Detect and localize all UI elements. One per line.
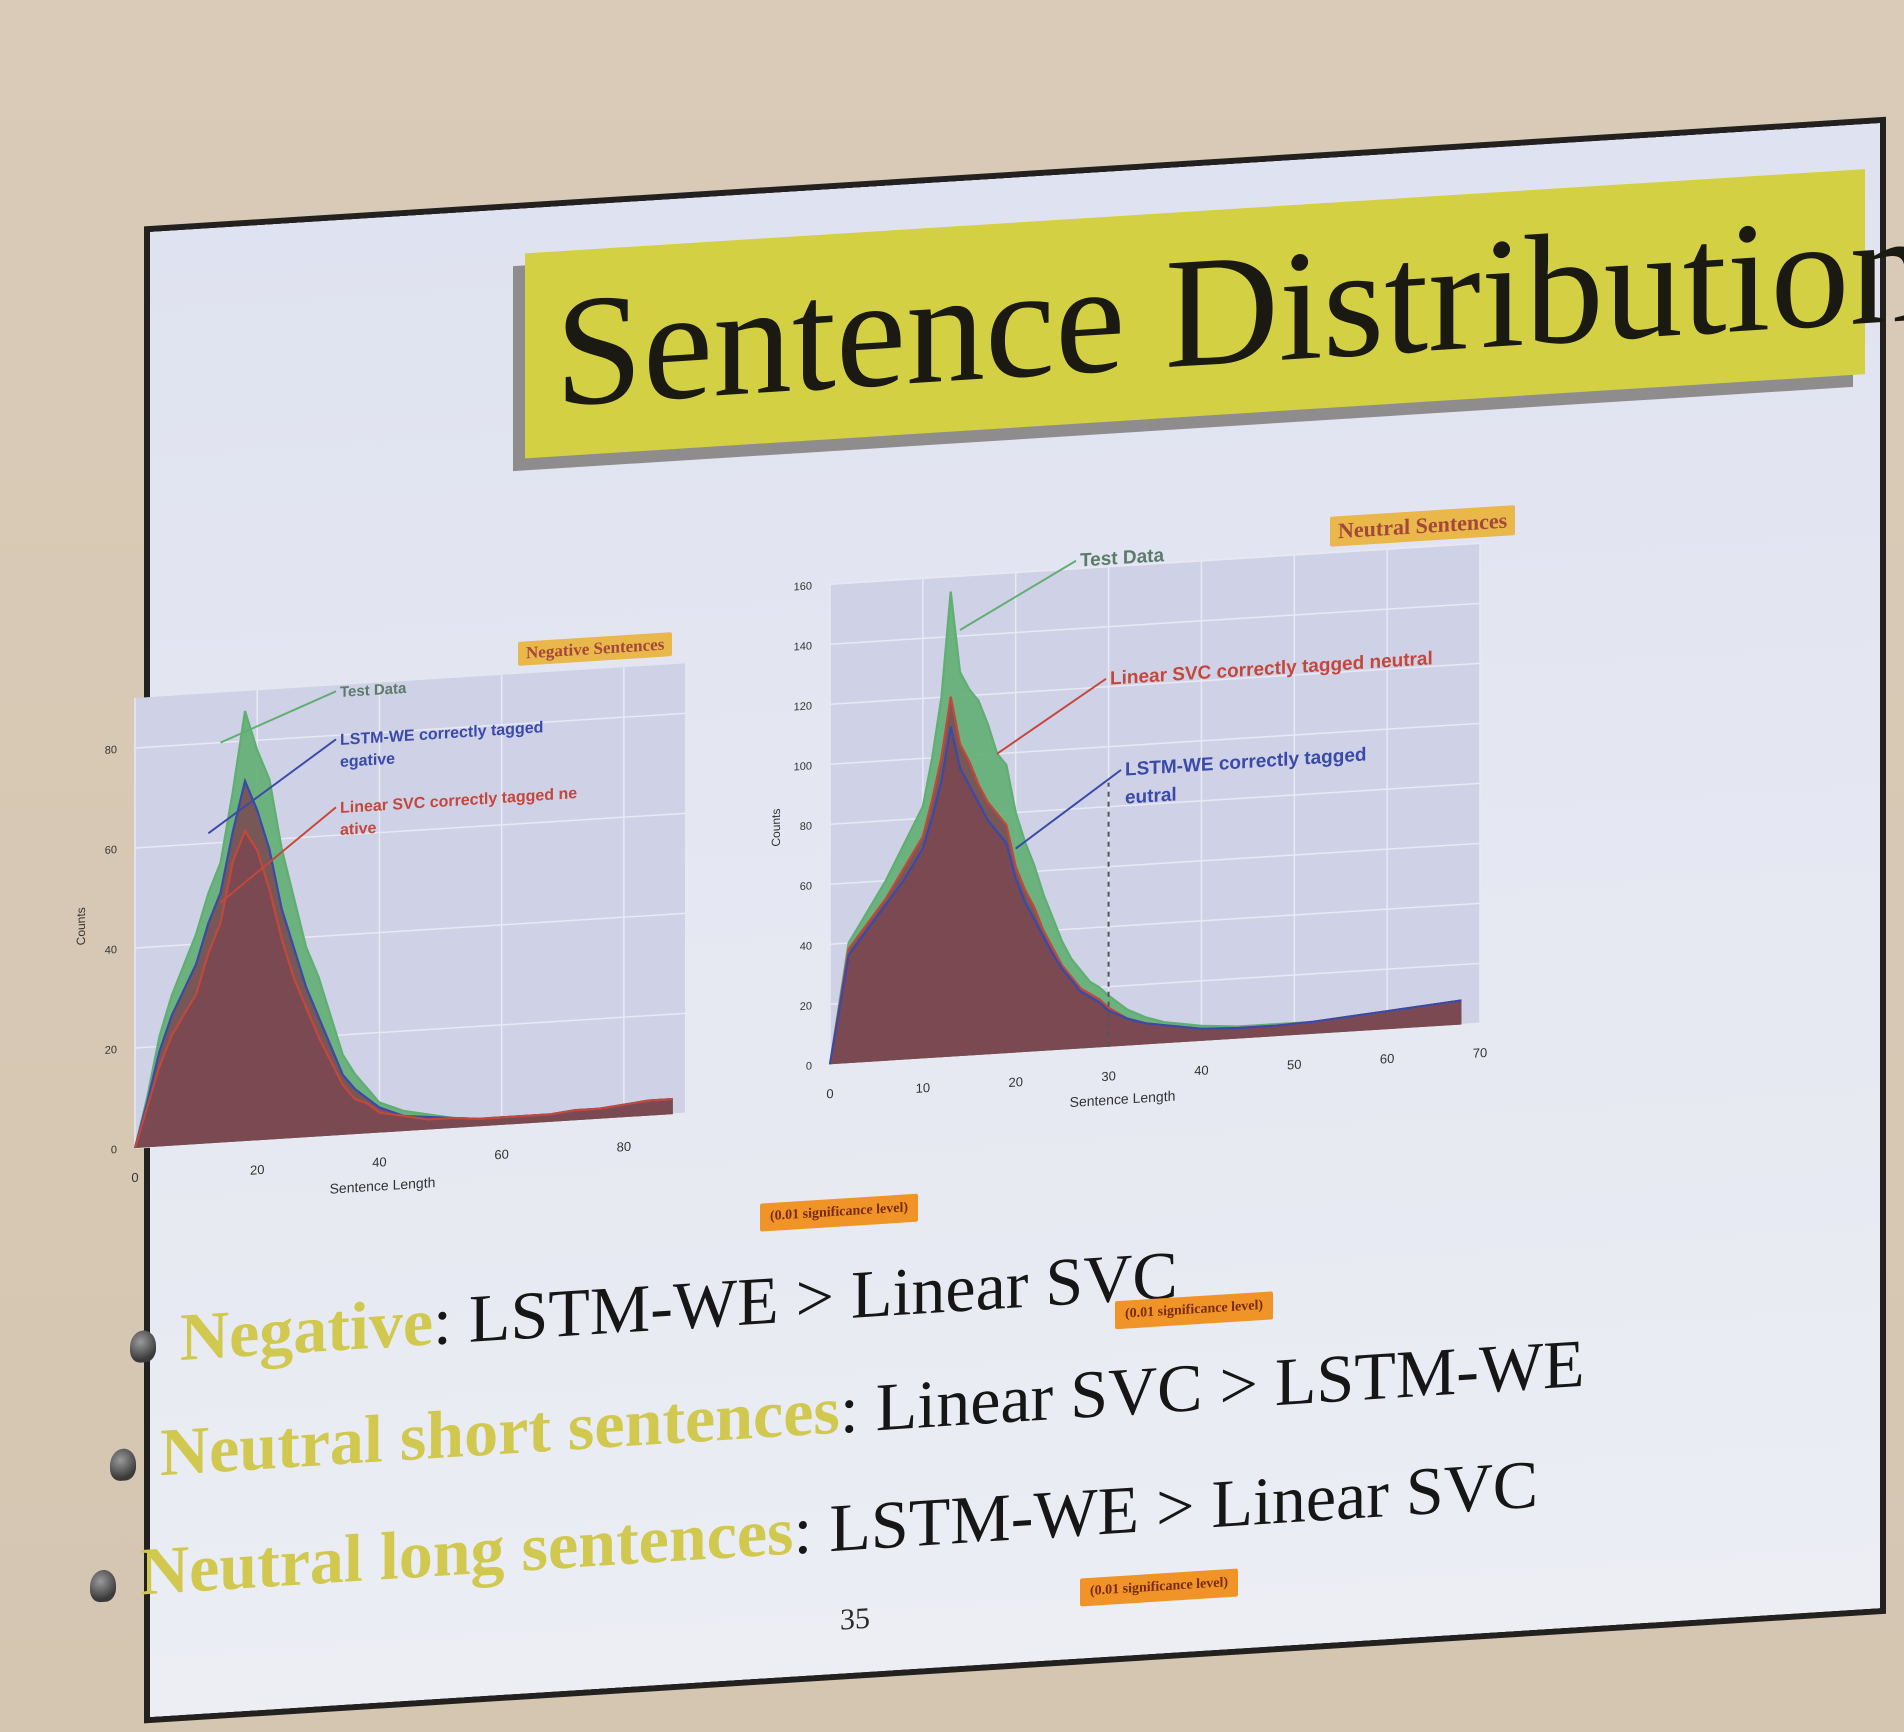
area-lstm-we-correctly-tagged-neutral	[830, 726, 1462, 1065]
x-tick-label: 40	[1194, 1062, 1208, 1078]
x-tick-label: 30	[1101, 1068, 1115, 1084]
grid-line	[830, 602, 1480, 645]
y-tick-label: 40	[105, 944, 117, 957]
projected-slide: Sentence Distribution 0 20 40 60 80 0 20 40 60 80…	[74, 123, 1904, 1718]
line-test-data	[828, 591, 1462, 1065]
y-tick-label: 60	[800, 880, 812, 893]
annotation-lstm: egative	[340, 751, 395, 771]
y-tick-label: 100	[794, 760, 812, 773]
y-axis-label: Counts	[74, 907, 88, 946]
annotation-pointer	[959, 559, 1077, 631]
finding-neutral-short-label: Neutral short sentences	[160, 1371, 840, 1491]
annotation-test: Test Data	[340, 680, 407, 701]
x-tick-label: 10	[916, 1080, 930, 1096]
x-tick-label: 0	[131, 1170, 138, 1185]
grid-line	[830, 542, 1480, 585]
annotation-pointer	[1015, 769, 1122, 850]
x-axis-label: Sentence Length	[330, 1174, 436, 1197]
y-tick-label: 80	[105, 744, 117, 757]
neutral-sentences-chart: 0 10 20 30 40 50 60 70 0 20 40 60 80 100 120 140 160 Sent…	[769, 542, 1487, 1111]
significance-note-3: (0.01 significance level)	[1080, 1568, 1239, 1607]
y-tick-label: 80	[800, 820, 812, 833]
significance-note-1: (0.01 significance level)	[760, 1193, 919, 1232]
negative-sentences-chart: 0 20 40 60 80 0 20 40 60 80 Sentence Length Counts T…	[74, 663, 685, 1197]
finding-negative-label: Negative	[180, 1283, 434, 1376]
x-tick-label: 40	[372, 1154, 386, 1170]
annotation-pointer	[219, 806, 337, 904]
line-lstm-we-correctly-tagged-neutral	[828, 726, 1462, 1065]
x-tick-label: 60	[494, 1146, 508, 1162]
x-tick-label: 80	[617, 1139, 631, 1155]
x-tick-label: 50	[1287, 1057, 1301, 1073]
bullet-icon	[110, 1447, 136, 1482]
grid-line	[135, 712, 685, 749]
finding-neutral-long-text: : LSTM-WE > Linear SVC	[793, 1445, 1539, 1569]
negative-chart-panel: 0 20 40 60 80 0 20 40 60 80 Sentence Length Counts T…	[74, 619, 750, 1221]
finding-negative: Negative: LSTM-WE > Linear SVC	[180, 1235, 1178, 1377]
grid-line	[830, 662, 1480, 705]
title-band: Sentence Distribution	[525, 169, 1904, 459]
y-tick-label: 60	[105, 844, 117, 857]
bullet-icon	[130, 1329, 156, 1364]
annotation-lstm: eutral	[1125, 784, 1177, 808]
finding-negative-text: : LSTM-WE > Linear SVC	[433, 1236, 1178, 1360]
line-linear-svc-correctly-tagged-negative	[133, 828, 673, 1149]
finding-neutral-long-label: Neutral long sentences	[140, 1492, 794, 1610]
x-tick-label: 20	[250, 1162, 264, 1178]
y-tick-label: 20	[800, 1000, 812, 1013]
bullet-icon	[90, 1569, 116, 1603]
y-tick-label: 20	[105, 1044, 117, 1057]
finding-neutral-short-text: : Linear SVC > LSTM-WE	[839, 1324, 1585, 1448]
y-tick-label: 0	[806, 1060, 812, 1072]
y-axis-label: Counts	[769, 808, 783, 847]
page-number: 35	[840, 1601, 870, 1637]
y-tick-label: 40	[800, 940, 812, 953]
x-tick-label: 20	[1008, 1074, 1022, 1090]
slide-title: Sentence Distribution	[555, 179, 1904, 441]
neutral-chart-panel: 0 10 20 30 40 50 60 70 0 20 40 60 80 100 120 140 160 Sent…	[769, 490, 1530, 1158]
y-tick-label: 160	[794, 580, 812, 593]
x-tick-label: 60	[1380, 1051, 1394, 1067]
area-linear-svc-correctly-tagged-negative	[135, 831, 673, 1148]
y-tick-label: 140	[794, 640, 812, 653]
x-tick-label: 70	[1473, 1045, 1487, 1061]
x-tick-label: 0	[826, 1086, 833, 1101]
annotation-svc: ative	[340, 820, 377, 839]
annotation-pointer	[996, 678, 1107, 755]
x-axis-label: Sentence Length	[1070, 1088, 1176, 1111]
y-tick-label: 0	[111, 1144, 117, 1156]
annotation-pointer	[220, 690, 337, 744]
y-tick-label: 120	[794, 700, 812, 713]
annotation-pointer	[207, 738, 337, 835]
